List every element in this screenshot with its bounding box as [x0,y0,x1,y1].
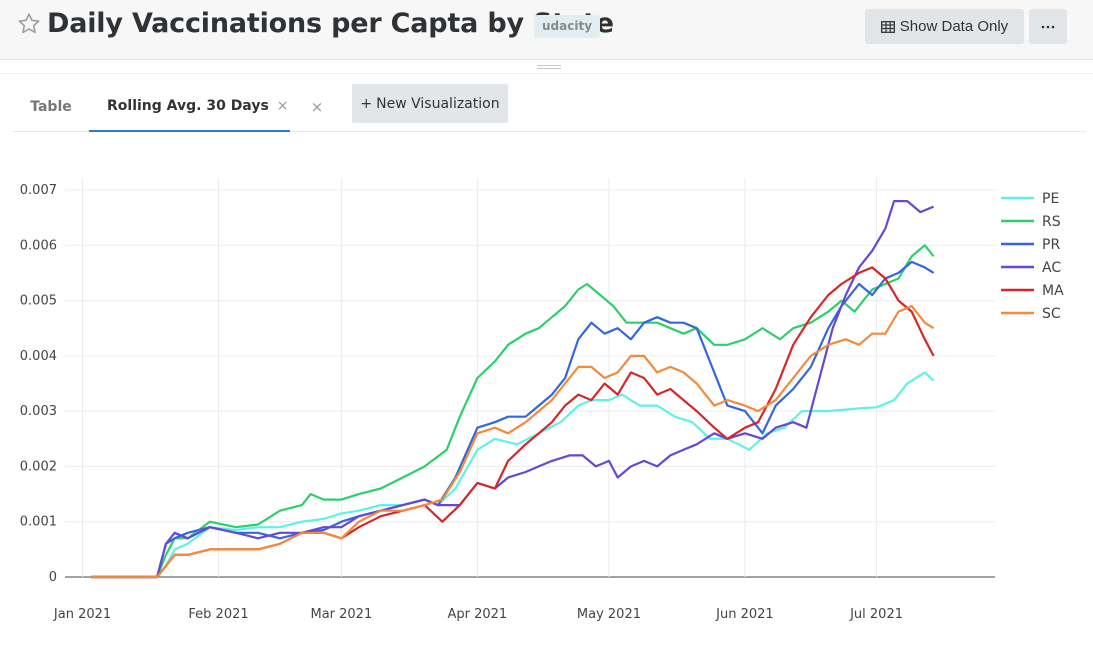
x-tick-label: May 2021 [577,607,641,622]
resize-handle[interactable] [537,65,561,69]
close-icon[interactable]: × [276,98,289,114]
series-line-pr [91,260,935,579]
divider [0,73,1093,74]
series-line-rs [91,244,935,579]
x-tick-label: Mar 2021 [310,607,372,622]
star-icon[interactable] [16,11,42,37]
line-chart: 0 0.001 0.002 0.003 0.004 0.005 0.006 0.007 Jan … [0,150,1093,655]
series-line-ac [91,200,935,579]
new-visualization-button[interactable]: + New Visualization [352,84,508,123]
show-data-only-label: Show Data Only [899,18,1009,35]
chart-canvas: 0 0.001 0.002 0.003 0.004 0.005 0.006 0.007 Jan … [20,178,1064,622]
y-tick-label: 0.001 [20,515,57,530]
x-tick-label: Jul 2021 [849,607,903,622]
y-tick-label: 0.004 [20,349,57,364]
close-icon[interactable]: × [310,98,324,116]
y-tick-label: 0.003 [20,404,57,419]
tab-rolling-avg-label: Rolling Avg. 30 Days [107,98,269,114]
x-tick-label: Feb 2021 [188,607,248,622]
y-tick-label: 0 [49,570,57,585]
page-title: Daily Vaccinations per Capta by State [47,8,614,39]
x-tick-label: Apr 2021 [447,607,507,622]
legend-label: SC [1042,306,1061,322]
table-icon [880,20,895,33]
header-bar: Daily Vaccinations per Capta by State ud… [0,0,1093,60]
legend-label: AC [1042,260,1061,276]
y-tick-label: 0.006 [20,238,57,253]
visualization-tabs: Table Rolling Avg. 30 Days × × + New Vis… [13,82,1086,132]
owner-tag[interactable]: udacity [534,15,601,38]
tab-table[interactable]: Table [30,99,72,115]
legend-label: PE [1042,191,1059,207]
y-tick-label: 0.005 [20,294,57,309]
x-tick-label: Jan 2021 [53,607,111,622]
x-tick-label: Jun 2021 [715,607,774,622]
series-line-sc [91,305,935,579]
y-tick-label: 0.002 [20,459,57,474]
legend-label: PR [1042,237,1060,253]
legend-label: MA [1042,283,1064,299]
ellipsis-icon [1041,25,1055,28]
plus-icon: + [360,95,373,112]
y-tick-label: 0.007 [20,183,57,198]
series-line-pe [91,371,935,579]
legend-label: RS [1042,214,1061,230]
show-data-only-button[interactable]: Show Data Only [865,9,1024,44]
new-visualization-label: New Visualization [376,95,500,112]
more-options-button[interactable] [1029,9,1067,44]
tab-rolling-avg[interactable]: Rolling Avg. 30 Days × [89,82,290,132]
